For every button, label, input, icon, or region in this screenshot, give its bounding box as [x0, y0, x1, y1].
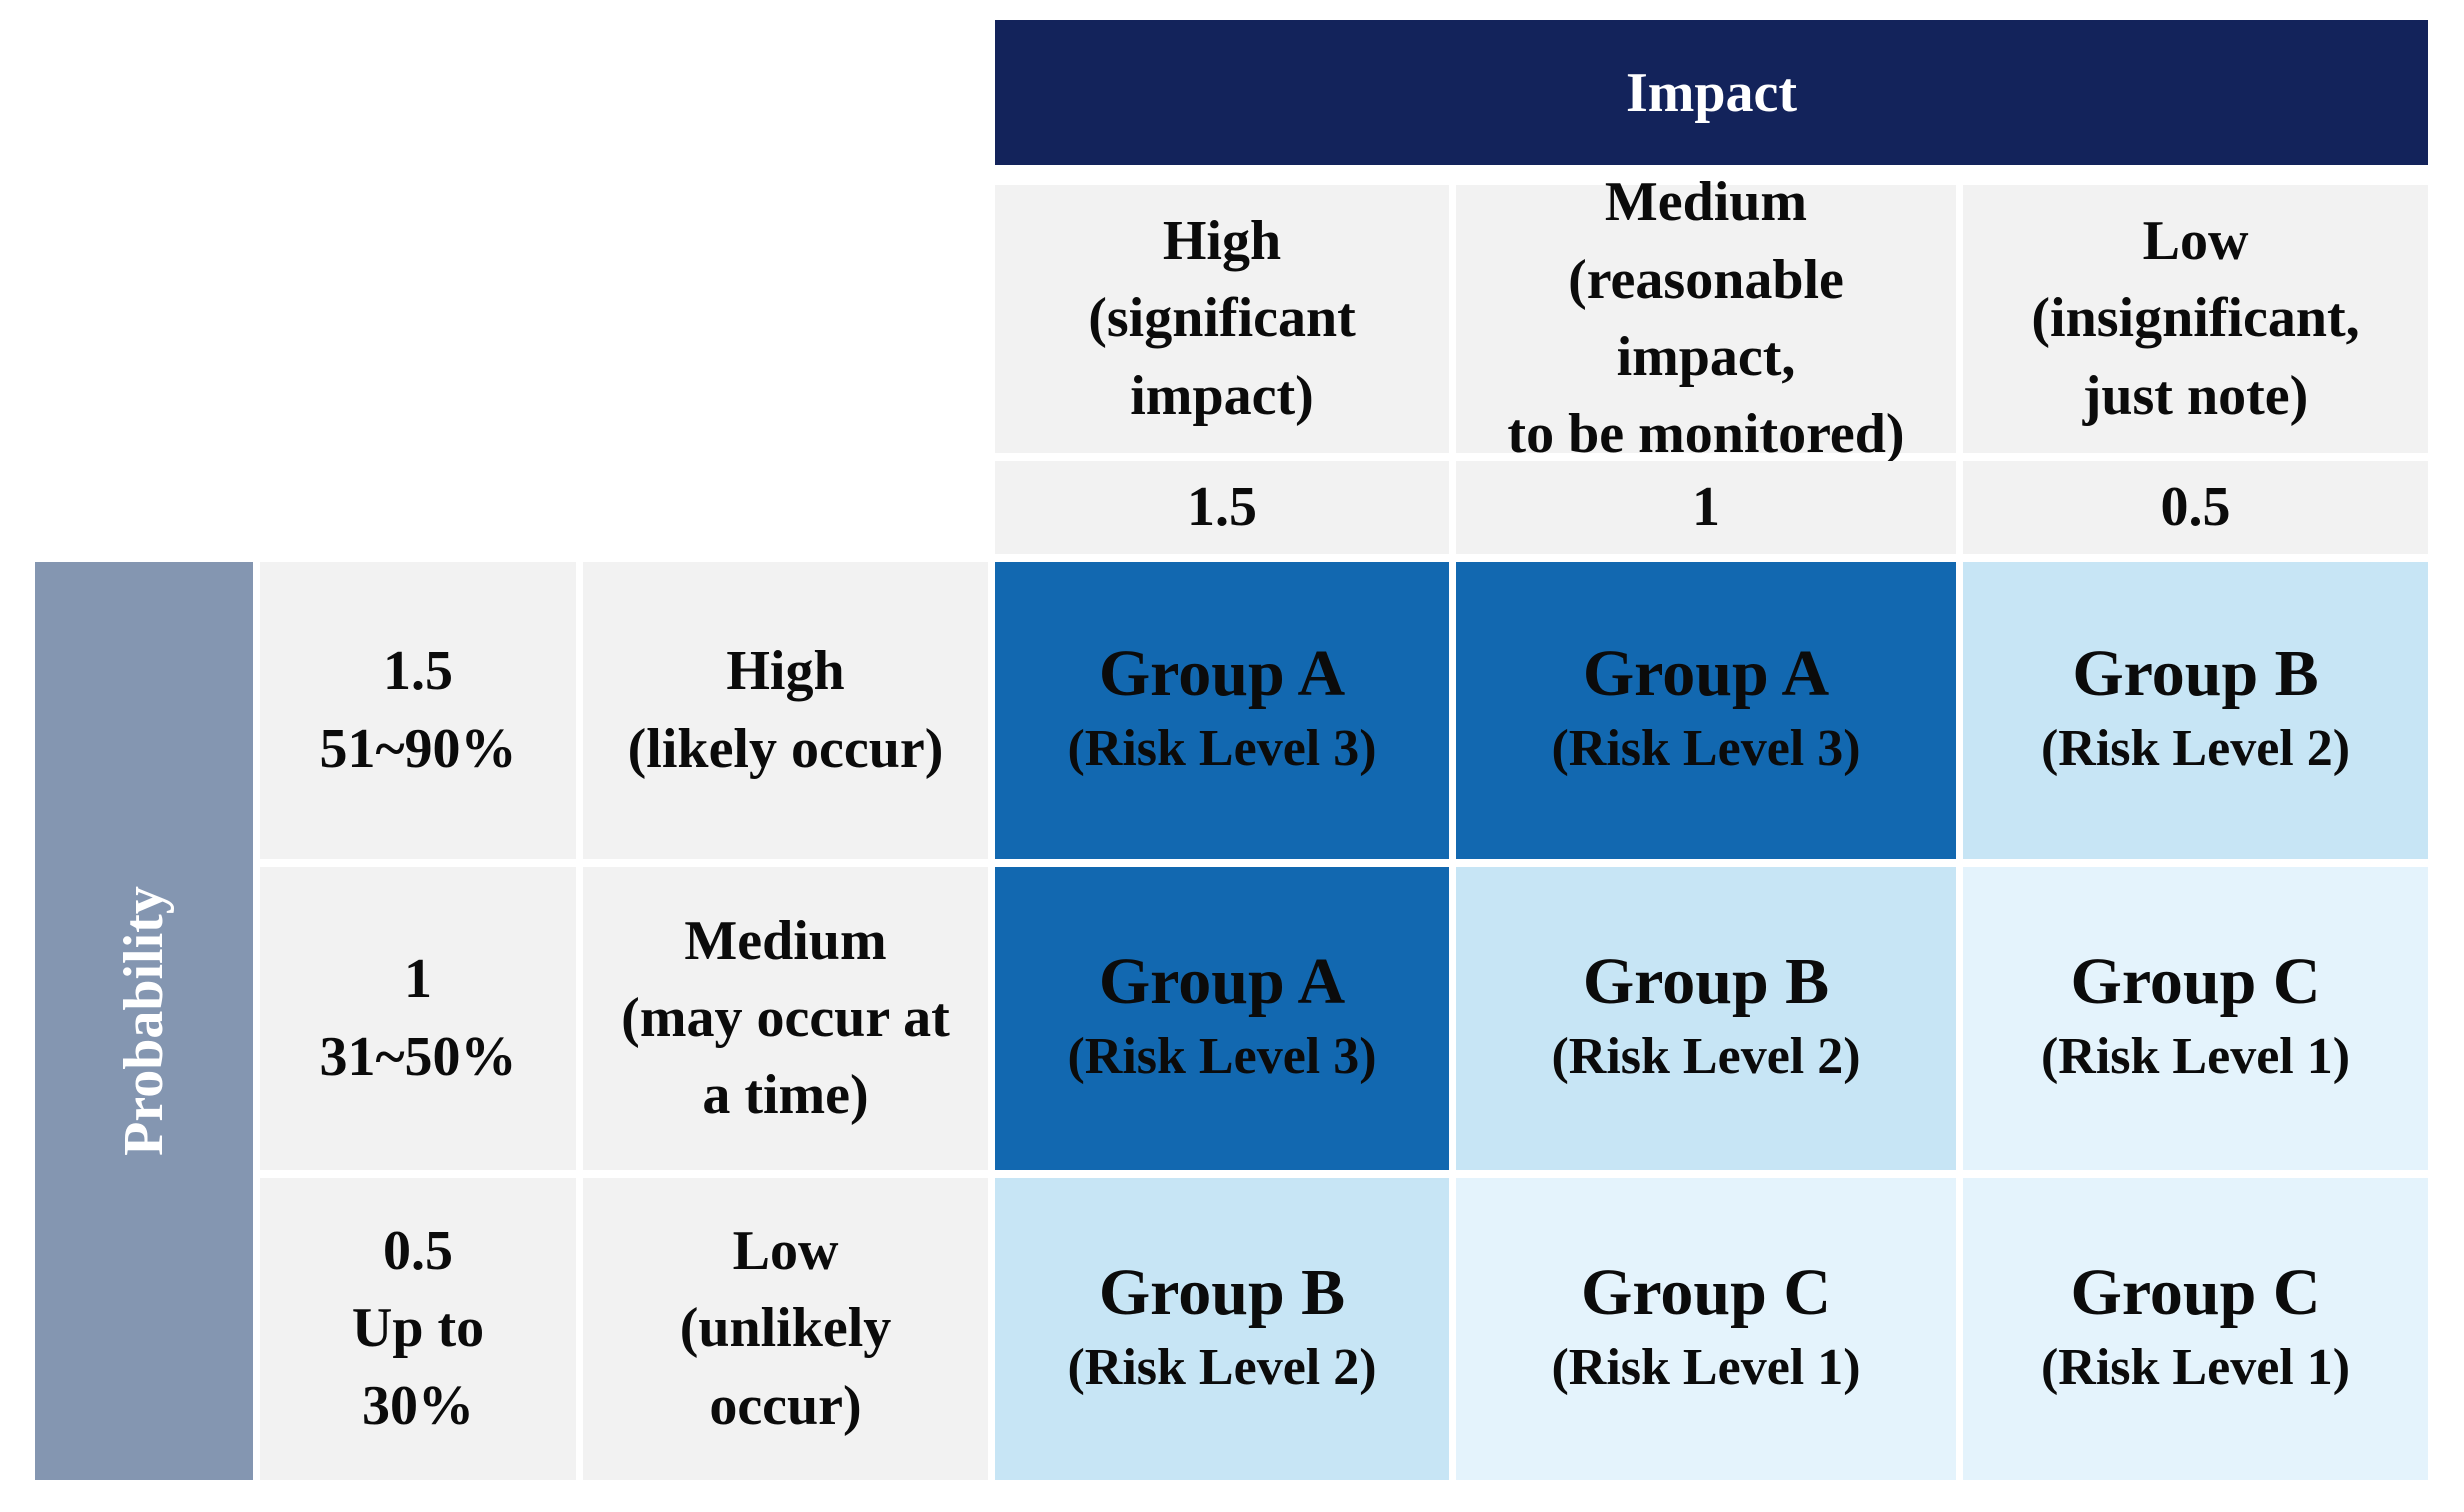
- prob-label-low: Low (unlikely occur): [583, 1178, 988, 1480]
- group-name: Group C: [2070, 945, 2321, 1019]
- group-name: Group C: [1580, 1255, 1831, 1329]
- prob-weight-low: 0.5 Up to 30%: [260, 1178, 576, 1480]
- risk-level: (Risk Level 3): [1067, 1028, 1377, 1085]
- risk-level: (Risk Level 2): [1551, 1028, 1861, 1085]
- matrix-cell-high-high: Group A (Risk Level 3): [995, 562, 1449, 859]
- impact-axis-title: Impact: [1625, 61, 1798, 124]
- risk-level: (Risk Level 3): [1067, 720, 1377, 777]
- impact-col-header-low: Low (insignificant, just note): [1963, 185, 2428, 453]
- group-name: Group C: [2070, 1255, 2321, 1329]
- group-name: Group B: [2072, 637, 2319, 711]
- risk-level: (Risk Level 2): [1067, 1338, 1377, 1396]
- prob-weight-high: 1.5 51~90%: [260, 562, 576, 859]
- risk-level: (Risk Level 1): [2040, 1338, 2351, 1396]
- matrix-cell-high-medium: Group A (Risk Level 3): [1456, 562, 1956, 859]
- impact-col-header-high: High (significant impact): [995, 185, 1449, 453]
- group-name: Group A: [1098, 945, 1346, 1019]
- impact-weight-high: 1.5: [995, 461, 1449, 554]
- risk-level: (Risk Level 2): [2040, 720, 2351, 777]
- matrix-cell-low-medium: Group C (Risk Level 1): [1456, 1178, 1956, 1480]
- impact-weight-low: 0.5: [1963, 461, 2428, 554]
- prob-label-high: High (likely occur): [583, 562, 988, 859]
- matrix-cell-low-high: Group B (Risk Level 2): [995, 1178, 1449, 1480]
- matrix-cell-low-low: Group C (Risk Level 1): [1963, 1178, 2428, 1480]
- group-name: Group A: [1098, 637, 1346, 711]
- risk-level: (Risk Level 1): [2040, 1028, 2351, 1085]
- prob-label-medium: Medium (may occur at a time): [583, 867, 988, 1170]
- impact-col-header-medium: Medium (reasonable impact, to be monitor…: [1456, 171, 1956, 465]
- probability-axis-header: Probability: [35, 562, 253, 1480]
- matrix-cell-high-low: Group B (Risk Level 2): [1963, 562, 2428, 859]
- matrix-cell-medium-medium: Group B (Risk Level 2): [1456, 867, 1956, 1170]
- risk-level: (Risk Level 3): [1551, 720, 1861, 777]
- group-name: Group B: [1098, 1255, 1346, 1329]
- matrix-cell-medium-low: Group C (Risk Level 1): [1963, 867, 2428, 1170]
- risk-level: (Risk Level 1): [1551, 1338, 1861, 1396]
- impact-weight-medium: 1: [1456, 461, 1956, 554]
- prob-weight-medium: 1 31~50%: [260, 867, 576, 1170]
- risk-matrix-grid: Impact High (significant impact) Medium …: [35, 20, 2428, 1480]
- impact-axis-header: Impact: [995, 20, 2428, 165]
- group-name: Group A: [1582, 637, 1830, 711]
- matrix-cell-medium-high: Group A (Risk Level 3): [995, 867, 1449, 1170]
- group-name: Group B: [1582, 945, 1830, 1019]
- probability-axis-title: Probability: [113, 886, 176, 1156]
